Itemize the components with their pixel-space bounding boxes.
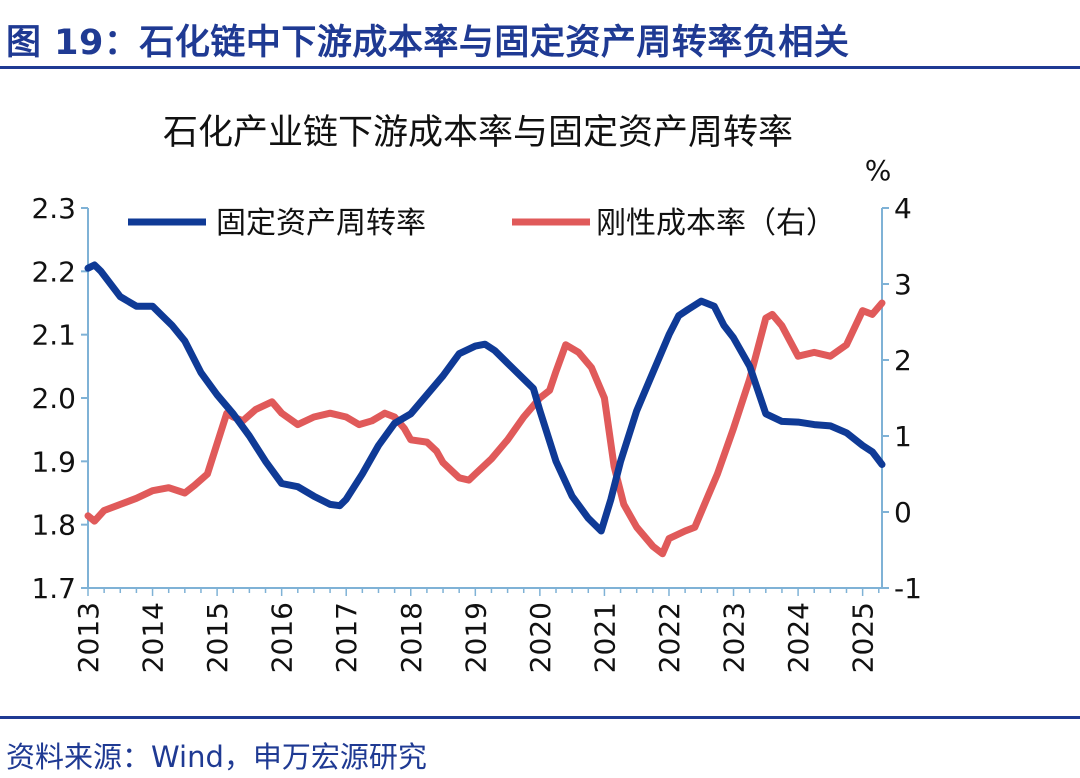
x-tick-label: 2017 <box>330 602 363 673</box>
x-tick-label: 2016 <box>266 602 299 673</box>
figure-header: 图 19：石化链中下游成本率与固定资产周转率负相关 <box>0 0 1080 72</box>
y-left-tick-label: 2.0 <box>31 382 76 415</box>
y-left-tick-label: 2.1 <box>31 319 76 352</box>
source-note: 资料来源：Wind，申万宏源研究 <box>6 740 427 774</box>
x-tick-label: 2019 <box>459 602 492 673</box>
y-right-tick-label: 3 <box>894 268 912 301</box>
y-right-tick-label: -1 <box>894 572 922 605</box>
y-left-tick-label: 1.7 <box>31 572 76 605</box>
x-tick-label: 2022 <box>653 602 686 673</box>
x-tick-label: 2024 <box>782 602 815 673</box>
series-line-rigid-cost-rate <box>84 299 886 558</box>
footer-rule <box>0 716 1080 719</box>
x-tick-label: 2014 <box>137 602 170 673</box>
legend-label-blue: 固定资产周转率 <box>216 206 426 241</box>
axes: 1.7 1.8 1.9 2.0 2.1 2.2 2.3 -1 0 1 2 3 4 2013 2014 2015… <box>31 192 921 673</box>
y-right-tick-label: 0 <box>894 496 912 529</box>
x-tick-label: 2025 <box>847 602 880 673</box>
figure-title: 图 19：石化链中下游成本率与固定资产周转率负相关 <box>6 23 850 63</box>
x-tick-label: 2013 <box>72 602 105 673</box>
y-right-tick-label: 4 <box>894 192 912 225</box>
line-chart: 石化产业链下游成本率与固定资产周转率 % 固定资产周转率 刚性成本率（右） 1.… <box>31 113 921 673</box>
y-left-tick-label: 1.9 <box>31 445 76 478</box>
header-rule <box>0 66 1080 69</box>
x-tick-label: 2020 <box>524 602 557 673</box>
y-left-tick-label: 2.3 <box>31 192 76 225</box>
legend: 固定资产周转率 刚性成本率（右） <box>128 206 836 241</box>
chart-title: 石化产业链下游成本率与固定资产周转率 <box>163 113 793 153</box>
y-left-tick-label: 2.2 <box>31 255 76 288</box>
x-tick-label: 2015 <box>201 602 234 673</box>
series-line-fixed-asset-turnover <box>84 261 886 535</box>
y-right-tick-label: 2 <box>894 344 912 377</box>
x-tick-label: 2021 <box>588 602 621 673</box>
x-tick-label: 2018 <box>395 602 428 673</box>
plot-area <box>84 261 886 558</box>
y-left-tick-label: 1.8 <box>31 509 76 542</box>
y-right-tick-label: 1 <box>894 420 912 453</box>
x-tick-label: 2023 <box>718 602 751 673</box>
right-axis-unit: % <box>865 154 892 187</box>
legend-label-red: 刚性成本率（右） <box>596 206 836 241</box>
